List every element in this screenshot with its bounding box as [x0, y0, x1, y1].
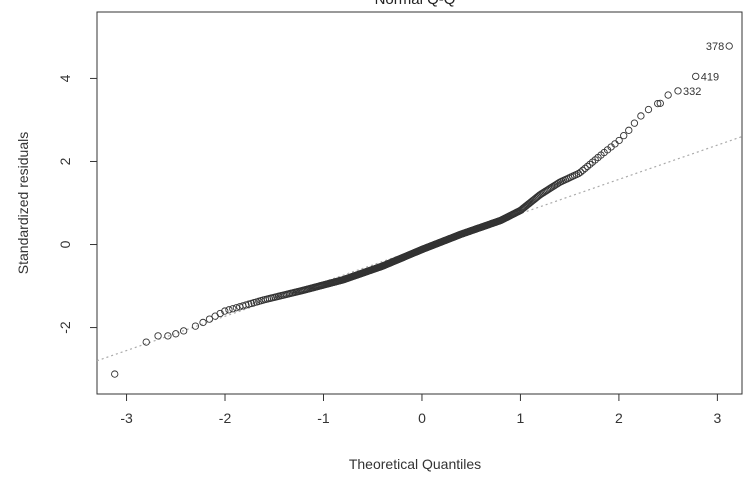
x-tick-label: 0	[418, 410, 426, 426]
data-point-11	[725, 42, 733, 50]
x-tick-label: -1	[317, 410, 330, 426]
outlier-label-378: 378	[706, 41, 724, 53]
x-tick-label: -3	[120, 410, 133, 426]
data-point	[581, 164, 589, 173]
y-tick-label: 4	[57, 74, 73, 82]
data-point	[535, 192, 543, 200]
data-point	[654, 99, 662, 108]
y-tick-label: 0	[57, 240, 73, 248]
outlier-label-332: 332	[683, 86, 701, 98]
x-tick-label: -2	[219, 410, 232, 426]
data-point-4	[164, 332, 172, 340]
data-point-5	[172, 330, 180, 338]
plot-frame	[96, 11, 743, 395]
data-point	[579, 166, 587, 174]
x-tick-label: 1	[517, 410, 525, 426]
data-point-9	[674, 87, 682, 95]
outlier-label-419: 419	[701, 71, 719, 83]
x-tick-label: 3	[713, 410, 721, 426]
data-point-8	[664, 91, 672, 99]
y-tick-label: -2	[57, 321, 73, 334]
y-axis: -2 0 2 4	[57, 74, 98, 334]
data-point-10	[692, 72, 700, 81]
data-point	[205, 315, 214, 323]
data-point-1	[111, 370, 119, 378]
data-point-3	[154, 332, 162, 340]
data-point	[221, 307, 229, 315]
data-point-7	[656, 99, 664, 107]
data-point	[630, 119, 639, 127]
data-point	[625, 126, 633, 134]
y-tick-label: 2	[57, 157, 73, 165]
data-point	[199, 318, 207, 327]
data-point	[644, 105, 653, 114]
data-point-6	[180, 327, 188, 335]
points-layer	[111, 42, 733, 378]
x-axis-title: Theoretical Quantiles	[349, 456, 481, 472]
y-axis-title: Standardized residuals	[15, 132, 31, 274]
chart-title: Normal Q-Q	[375, 0, 456, 8]
data-point	[229, 305, 237, 313]
data-point	[615, 136, 623, 145]
data-point	[583, 162, 592, 171]
data-point	[232, 304, 241, 312]
data-point-2	[142, 338, 150, 346]
data-point	[586, 160, 594, 168]
data-point	[242, 301, 250, 309]
data-point	[216, 309, 224, 318]
data-point	[620, 131, 628, 140]
data-point	[191, 322, 200, 330]
data-point	[576, 168, 585, 176]
x-tick-label: 2	[615, 410, 623, 426]
data-point	[637, 112, 645, 120]
data-point	[225, 306, 233, 314]
x-axis: -3 -2 -1 0 1 2 3	[120, 393, 721, 426]
